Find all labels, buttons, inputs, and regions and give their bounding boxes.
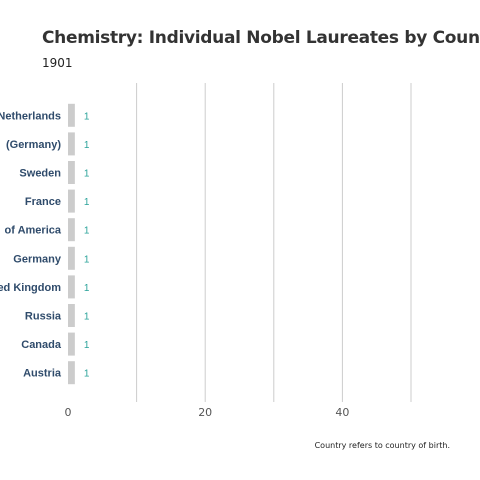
- bar: [68, 275, 75, 299]
- x-tick-label: 40: [335, 406, 349, 419]
- bar: [68, 132, 75, 156]
- value-label: 1: [84, 369, 90, 380]
- bar: [68, 103, 75, 127]
- value-label: 1: [84, 283, 90, 294]
- category-label: Sweden: [19, 168, 61, 180]
- value-label: 1: [84, 312, 90, 323]
- bar: [68, 304, 75, 327]
- value-label: 1: [84, 254, 90, 265]
- x-tick-label: 0: [65, 406, 72, 419]
- bar: [68, 246, 75, 270]
- x-axis-ticks: 0 20 40: [65, 406, 350, 419]
- category-label: (Germany): [6, 139, 61, 151]
- category-label: Netherlands: [0, 110, 61, 122]
- value-label: 1: [84, 197, 90, 208]
- value-labels: 1 1 1 1 1 1 1 1 1 1: [84, 111, 90, 379]
- bar: [68, 161, 75, 184]
- value-label: 1: [84, 140, 90, 151]
- value-label: 1: [84, 169, 90, 180]
- category-label: Russia: [25, 311, 62, 323]
- footnote: Country refers to country of birth.: [314, 441, 450, 450]
- category-label: of America: [5, 225, 62, 237]
- value-label: 1: [84, 226, 90, 237]
- x-tick-label: 20: [198, 406, 212, 419]
- value-label: 1: [84, 340, 90, 351]
- chart-subtitle: 1901: [42, 56, 73, 70]
- category-label: ed Kingdom: [0, 282, 61, 294]
- category-label: France: [25, 196, 61, 208]
- category-label: Canada: [21, 339, 62, 351]
- gridlines: [136, 83, 412, 402]
- category-label: Austria: [23, 368, 62, 380]
- category-labels: Netherlands (Germany) Sweden France of Ameri…: [0, 110, 62, 379]
- value-label: 1: [84, 111, 90, 122]
- bars: [68, 103, 75, 385]
- category-label: Germany: [13, 253, 62, 265]
- bar: [68, 332, 75, 356]
- bar: [68, 361, 75, 385]
- bar: [68, 189, 75, 213]
- chart-title: Chemistry: Individual Nobel Laureates by…: [42, 28, 480, 48]
- bar: [68, 218, 75, 242]
